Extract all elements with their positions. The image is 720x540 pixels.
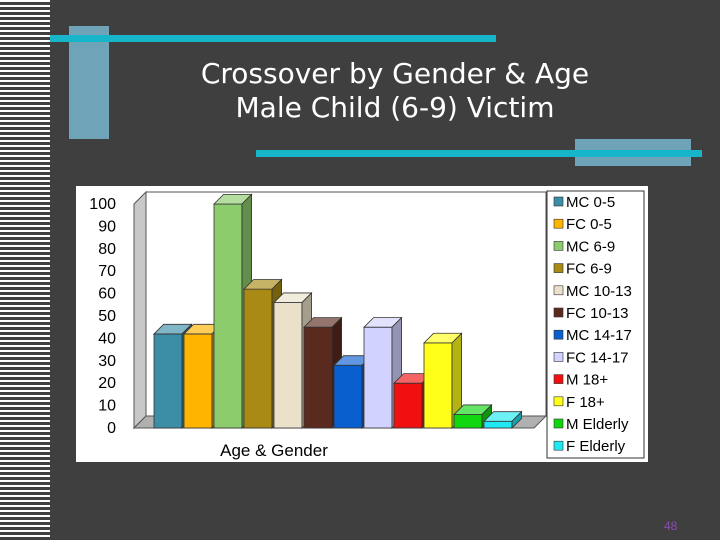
y-tick-label: 90 — [98, 218, 116, 235]
bar-front-mc-6-9 — [213, 203, 243, 429]
legend-label: MC 6-9 — [566, 238, 615, 255]
legend-label: FC 10-13 — [566, 305, 629, 322]
slide-title-line-2: Male Child (6-9) Victim — [235, 91, 555, 124]
slide-title-line-1: Crossover by Gender & Age — [200, 57, 590, 90]
legend-swatch — [553, 396, 564, 407]
page-number: 48 — [664, 519, 678, 533]
legend-swatch — [553, 374, 564, 384]
bar-front-m-elderly — [453, 414, 483, 429]
y-tick-label: 10 — [98, 398, 116, 415]
decorative-stripes — [0, 0, 50, 540]
legend-label: FC 14-17 — [566, 349, 629, 366]
legend-box — [546, 190, 645, 459]
legend-swatch — [553, 329, 564, 340]
legend-swatch — [553, 352, 564, 362]
decorative-line-top — [50, 35, 496, 42]
bar-front-mc-14-17 — [333, 364, 363, 429]
legend-swatch — [553, 263, 564, 273]
legend-label: FC 0-5 — [566, 216, 612, 233]
legend-label: M 18+ — [566, 372, 608, 389]
bar-front-m-18- — [393, 382, 423, 429]
slide-title: Crossover by Gender & Age Male Child (6-… — [130, 57, 660, 125]
legend-label: MC 0-5 — [566, 194, 615, 211]
bar-front-fc-14-17 — [363, 326, 393, 429]
legend-swatch — [553, 218, 564, 229]
y-tick-label: 0 — [107, 420, 116, 437]
bar-front-fc-10-13 — [303, 326, 333, 429]
y-tick-label: 30 — [98, 353, 116, 370]
legend-label: FC 6-9 — [566, 261, 612, 278]
bar-front-f-elderly — [483, 420, 513, 429]
legend-swatch — [553, 307, 564, 318]
bar-side-f-elderly — [511, 410, 523, 429]
y-tick-label: 70 — [98, 263, 116, 280]
legend-label: M Elderly — [566, 416, 629, 433]
legend-label: MC 14-17 — [566, 327, 632, 344]
bar-front-fc-0-5 — [183, 333, 213, 429]
bar-front-mc-0-5 — [153, 333, 183, 429]
decorative-block-top-left — [69, 26, 109, 139]
legend-label: F 18+ — [566, 394, 605, 411]
bar-front-fc-6-9 — [243, 288, 273, 429]
chart-side-wall — [133, 190, 147, 430]
y-tick-label: 40 — [98, 330, 116, 347]
legend-swatch — [553, 285, 564, 296]
decorative-line-bottom — [256, 150, 702, 157]
y-tick-label: 100 — [89, 196, 116, 213]
legend-swatch — [553, 241, 564, 251]
legend-swatch — [553, 440, 564, 451]
bar-front-mc-10-13 — [273, 302, 303, 429]
legend-swatch — [553, 418, 564, 429]
y-tick-label: 60 — [98, 286, 116, 303]
legend-label: MC 10-13 — [566, 283, 632, 300]
legend-label: F Elderly — [566, 438, 626, 455]
bar-chart: 0 10 20 30 40 50 60 70 80 90 100 Age & Gender MC 0-5… — [89, 190, 645, 460]
y-tick-label: 50 — [98, 308, 116, 325]
x-axis-label: Age & Gender — [220, 441, 328, 460]
y-tick-label: 80 — [98, 241, 116, 258]
bar-front-f-18- — [423, 342, 453, 429]
legend-swatch — [553, 196, 564, 207]
y-tick-label: 20 — [98, 375, 116, 392]
